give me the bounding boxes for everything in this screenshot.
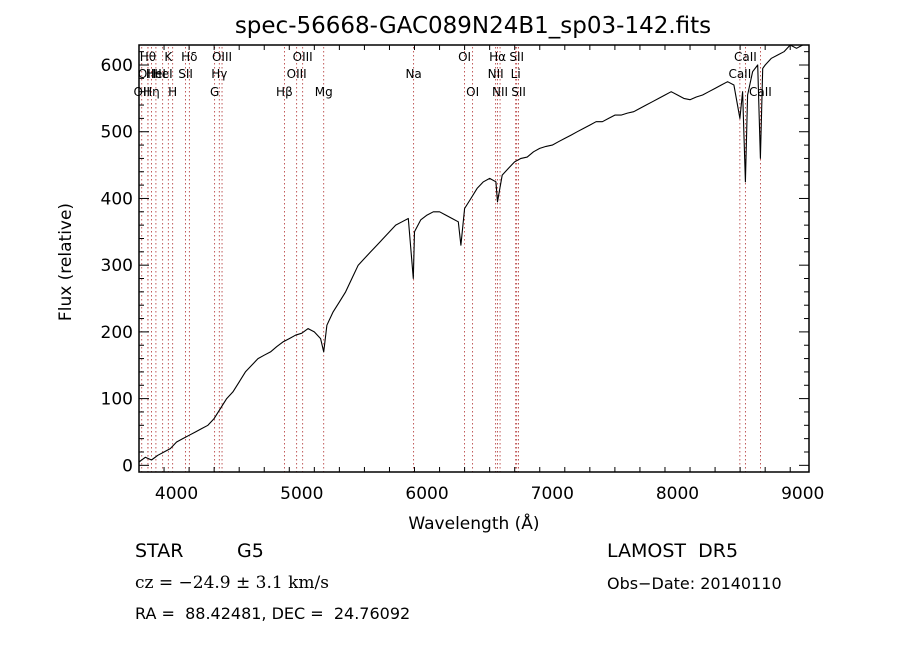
spectral-line-label-13: Hβ (276, 85, 293, 99)
spectral-line-label-15: OIII (293, 50, 313, 64)
object-class: STAR (135, 540, 184, 562)
y-tick-label: 400 (101, 189, 133, 209)
spectral-line-label-20: NII (488, 67, 504, 81)
coordinates: RA = 88.42481, DEC = 24.76092 (135, 604, 411, 623)
x-tick-label: 7000 (531, 484, 574, 504)
redshift-value: cz = −24.9 ± 3.1 km/s (135, 573, 329, 593)
spectral-line-label-23: Li (511, 67, 521, 81)
chart-title: spec-56668-GAC089N24B1_sp03-142.fits (235, 13, 711, 39)
y-tick-label: 300 (101, 256, 133, 276)
y-tick-label: 100 (101, 390, 133, 410)
spectral-line-label-27: CaII (734, 50, 757, 64)
x-tick-label: 5000 (280, 484, 323, 504)
spectrum-series-line (138, 44, 803, 463)
x-axis-label: Wavelength (Å) (408, 512, 539, 534)
y-axis-label: Flux (relative) (56, 203, 76, 321)
spectral-line-label-22: NII (492, 85, 508, 99)
y-tick-label: 500 (101, 123, 133, 143)
plot-frame (138, 44, 810, 473)
spectral-line-label-4: HeI (146, 67, 166, 81)
spectral-line-label-3: Hη (143, 85, 160, 99)
spectral-line-label-9: Hδ (181, 50, 197, 64)
spectral-line-label-8: SII (178, 67, 193, 81)
spectral-line-label-17: Na (405, 67, 421, 81)
x-tick-label: 8000 (656, 484, 699, 504)
y-tick-label: 0 (122, 456, 133, 476)
spectral-line-label-12: OIII (212, 50, 232, 64)
spectral-line-label-26: CaII (728, 67, 751, 81)
survey-release: LAMOST DR5 (607, 540, 739, 562)
x-tick-label: 9000 (781, 484, 824, 504)
spectral-line-label-28: CaII (749, 85, 772, 99)
spectral-line-label-16: Mg (315, 85, 333, 99)
spectral-line-label-21: Hα (489, 50, 506, 64)
spectral-line-label-11: Hγ (211, 67, 227, 81)
spectral-line-label-14: OIII (287, 67, 307, 81)
spectral-line-label-1: Hθ (140, 50, 156, 64)
spectral-line-label-10: G (210, 85, 219, 99)
spectral-line-markers (141, 47, 761, 472)
x-tick-label: 6000 (405, 484, 448, 504)
y-axis-ticks: 0 100 200 300 400 500 600 (101, 51, 809, 476)
spectral-line-label-25: SII (511, 85, 526, 99)
x-tick-label: 4000 (155, 484, 198, 504)
spectral-line-label-6: K (164, 50, 173, 64)
object-subclass: G5 (237, 540, 264, 562)
spectral-line-label-19: OI (466, 85, 479, 99)
x-axis-ticks: 4000 5000 6000 7000 8000 9000 (138, 45, 824, 504)
spectrum-data (138, 44, 803, 463)
y-tick-label: 600 (101, 56, 133, 76)
spectral-line-label-7: H (168, 85, 177, 99)
spectral-line-labels: OIIHθOIIIHηHeIHeIKHSIIHδGHγOIIIHβOIIIOII… (133, 50, 771, 99)
spectral-line-label-5: HeI (153, 67, 173, 81)
spectral-line-label-2: OIII (138, 67, 158, 81)
observation-date: Obs−Date: 20140110 (607, 574, 782, 593)
y-tick-label: 200 (101, 323, 133, 343)
spectral-line-label-24: SII (509, 50, 524, 64)
spectral-line-label-18: OI (458, 50, 471, 64)
